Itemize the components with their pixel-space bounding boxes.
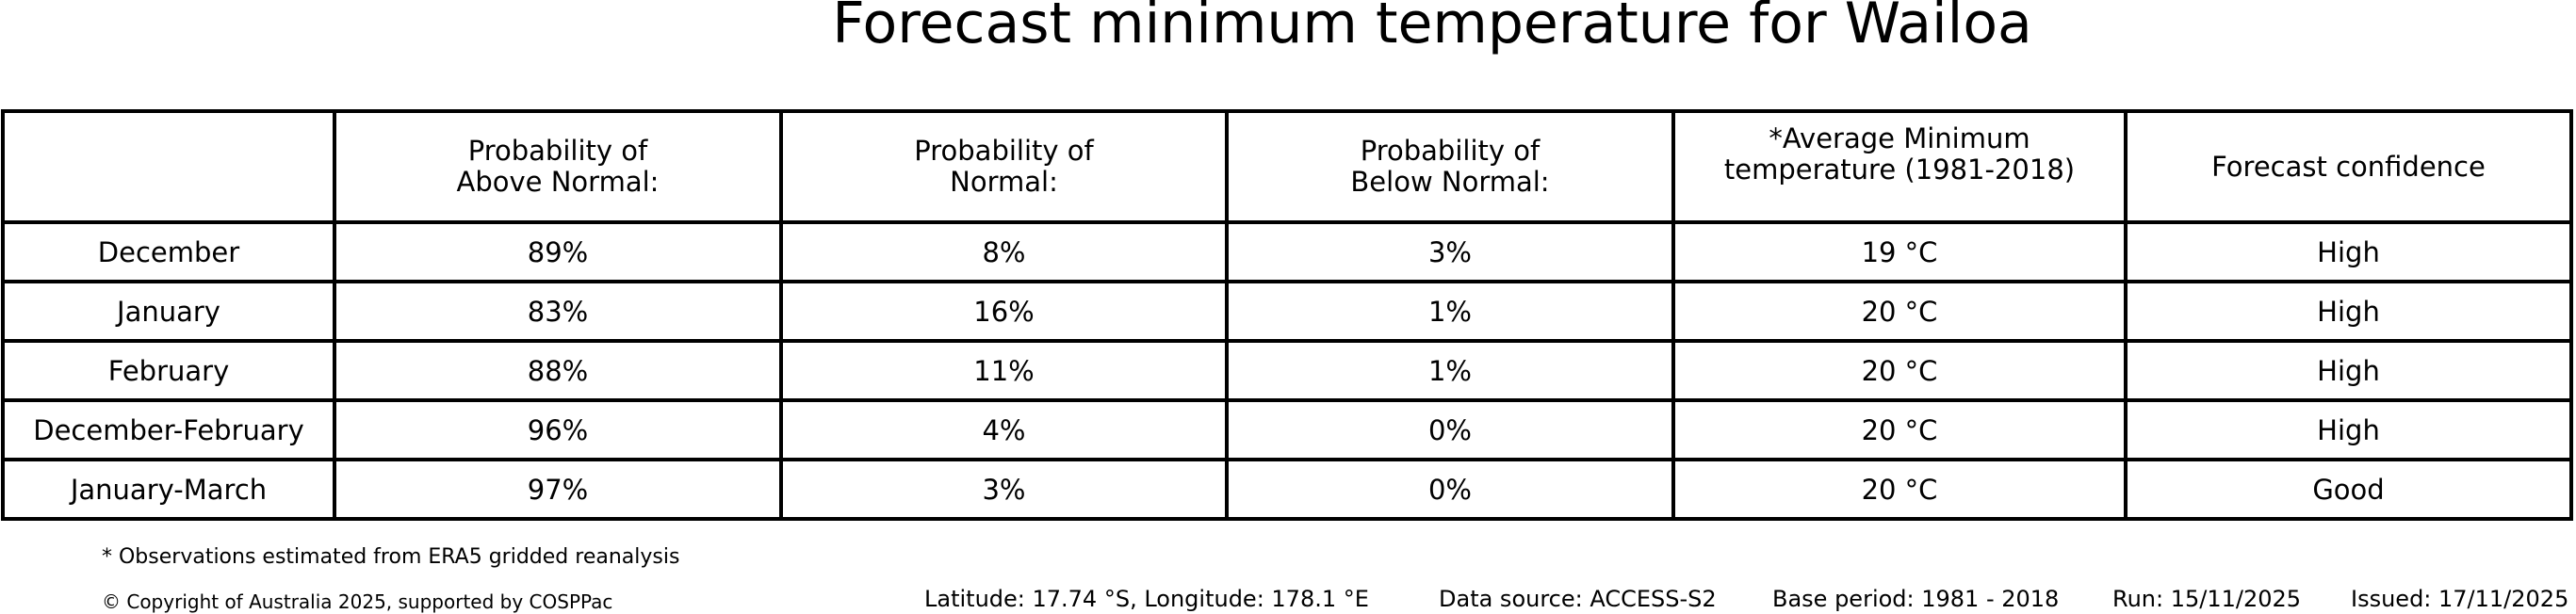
data-source: Data source: ACCESS-S2 xyxy=(1439,586,1717,612)
table-row-december: December 89% 8% 3% 19 °C High xyxy=(1,220,2573,283)
cell-below-normal: 0% xyxy=(1225,398,1675,461)
cell-confidence: Good xyxy=(2124,458,2573,521)
cell-above-normal: 88% xyxy=(333,339,783,402)
col-header-forecast-confidence: Forecast confidence xyxy=(2124,109,2573,224)
col-header-normal: Probability of Normal: xyxy=(779,109,1229,224)
cell-below-normal: 3% xyxy=(1225,220,1675,283)
col-header-label: Probability of Normal: xyxy=(914,134,1094,198)
cell-confidence: High xyxy=(2124,220,2573,283)
cell-confidence: High xyxy=(2124,280,2573,343)
cell-average-minimum: 20 °C xyxy=(1671,458,2128,521)
cell-normal: 4% xyxy=(779,398,1229,461)
col-header-label: Probability of Above Normal: xyxy=(456,134,660,198)
copyright-text: © Copyright of Australia 2025, supported… xyxy=(102,590,613,613)
table-row-january: January 83% 16% 1% 20 °C High xyxy=(1,280,2573,343)
cell-below-normal: 1% xyxy=(1225,280,1675,343)
corner-cell xyxy=(1,109,336,224)
col-header-above-normal: Probability of Above Normal: xyxy=(333,109,783,224)
row-label: December xyxy=(1,220,336,283)
cell-below-normal: 1% xyxy=(1225,339,1675,402)
col-header-label: Forecast confidence xyxy=(2211,150,2486,183)
cell-average-minimum: 20 °C xyxy=(1671,280,2128,343)
col-header-average-minimum: *Average Minimum temperature (1981-2018) xyxy=(1671,109,2128,224)
cell-confidence: High xyxy=(2124,339,2573,402)
col-header-label: Probability of Below Normal: xyxy=(1350,134,1550,198)
table-row-december-february: December-February 96% 4% 0% 20 °C High xyxy=(1,398,2573,461)
table-header-row: Probability of Above Normal: Probability… xyxy=(1,109,2573,224)
run-date: Run: 15/11/2025 xyxy=(2112,586,2302,612)
cell-normal: 3% xyxy=(779,458,1229,521)
observations-footnote: * Observations estimated from ERA5 gridd… xyxy=(102,545,680,569)
cell-confidence: High xyxy=(2124,398,2573,461)
row-label: January xyxy=(1,280,336,343)
col-header-below-normal: Probability of Below Normal: xyxy=(1225,109,1675,224)
cell-above-normal: 89% xyxy=(333,220,783,283)
row-label: December-February xyxy=(1,398,336,461)
forecast-table: Probability of Above Normal: Probability… xyxy=(1,109,2573,521)
base-period: Base period: 1981 - 2018 xyxy=(1772,586,2060,612)
table-row-january-march: January-March 97% 3% 0% 20 °C Good xyxy=(1,458,2573,521)
cell-normal: 16% xyxy=(779,280,1229,343)
cell-above-normal: 96% xyxy=(333,398,783,461)
cell-above-normal: 97% xyxy=(333,458,783,521)
row-label: January-March xyxy=(1,458,336,521)
cell-average-minimum: 20 °C xyxy=(1671,398,2128,461)
cell-below-normal: 0% xyxy=(1225,458,1675,521)
row-label: February xyxy=(1,339,336,402)
col-header-label: *Average Minimum temperature (1981-2018) xyxy=(1723,121,2076,186)
location-coordinates: Latitude: 17.74 °S, Longitude: 178.1 °E xyxy=(924,586,1369,612)
cell-above-normal: 83% xyxy=(333,280,783,343)
cell-average-minimum: 20 °C xyxy=(1671,339,2128,402)
page-title: Forecast minimum temperature for Wailoa xyxy=(832,0,2032,57)
cell-normal: 8% xyxy=(779,220,1229,283)
cell-average-minimum: 19 °C xyxy=(1671,220,2128,283)
table-row-february: February 88% 11% 1% 20 °C High xyxy=(1,339,2573,402)
cell-normal: 11% xyxy=(779,339,1229,402)
issued-date: Issued: 17/11/2025 xyxy=(2351,586,2569,612)
